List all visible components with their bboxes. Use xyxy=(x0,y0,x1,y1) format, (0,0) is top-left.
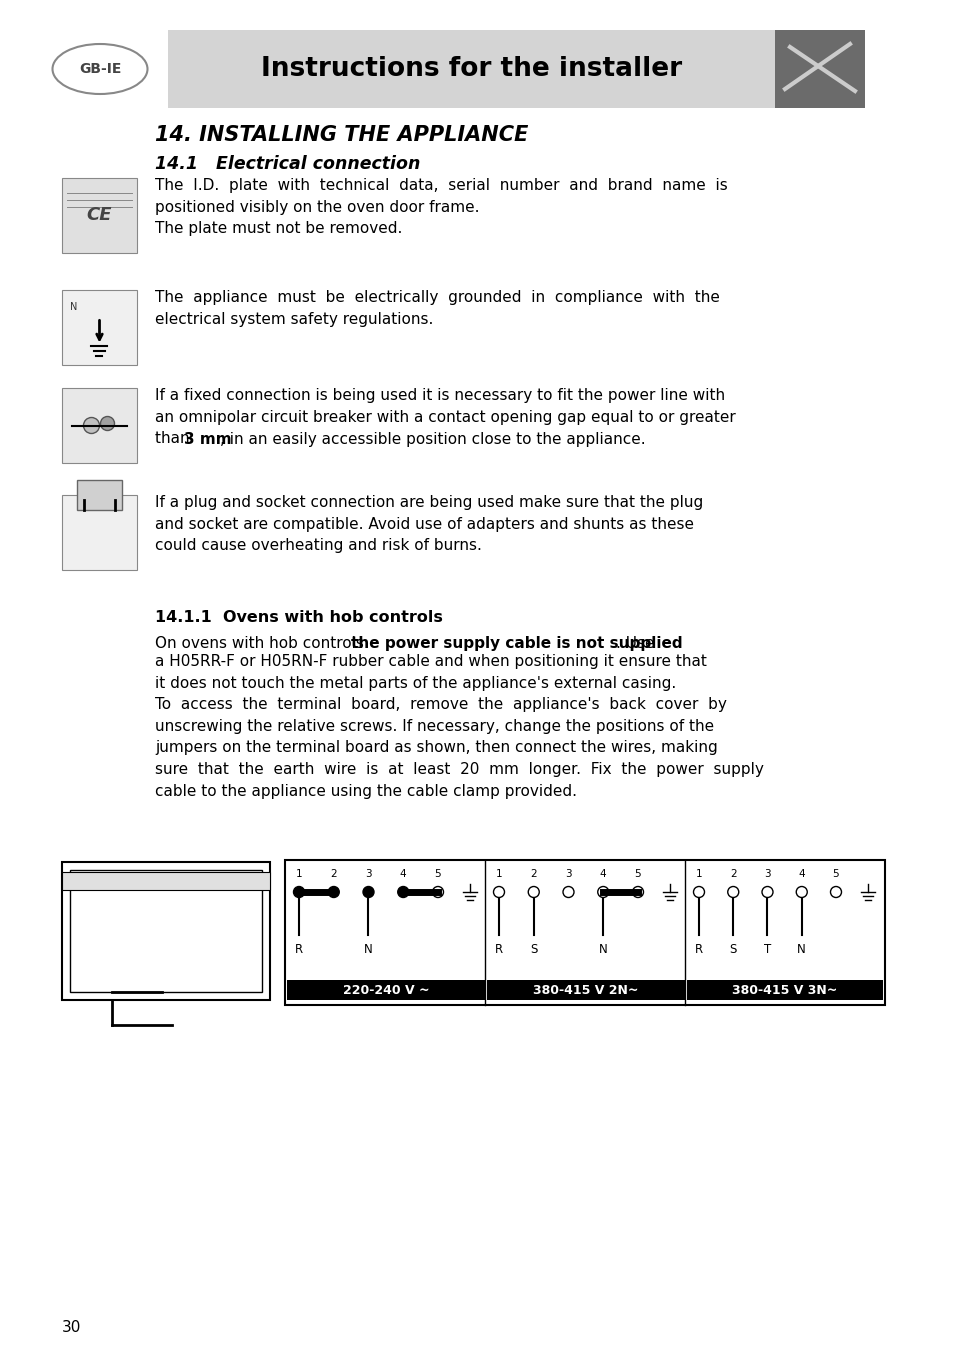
Circle shape xyxy=(632,887,643,898)
Text: S: S xyxy=(530,942,537,956)
Text: S: S xyxy=(729,942,736,956)
Text: 14.1.1  Ovens with hob controls: 14.1.1 Ovens with hob controls xyxy=(154,610,442,625)
Circle shape xyxy=(84,418,99,434)
Circle shape xyxy=(363,887,374,898)
Circle shape xyxy=(796,887,806,898)
Circle shape xyxy=(397,887,408,898)
Bar xyxy=(62,495,137,571)
Text: 3: 3 xyxy=(365,869,372,879)
Text: 1: 1 xyxy=(295,869,302,879)
Text: 380-415 V 3N~: 380-415 V 3N~ xyxy=(732,983,837,996)
Text: 1: 1 xyxy=(496,869,502,879)
Circle shape xyxy=(562,887,574,898)
Text: , in an easily accessible position close to the appliance.: , in an easily accessible position close… xyxy=(220,433,645,448)
Text: 3 mm: 3 mm xyxy=(184,433,232,448)
Text: N: N xyxy=(70,301,77,312)
Bar xyxy=(62,872,270,890)
Bar xyxy=(62,289,137,365)
Text: 30: 30 xyxy=(62,1320,81,1334)
Text: 14.1   Electrical connection: 14.1 Electrical connection xyxy=(154,155,420,173)
Text: 380-415 V 2N~: 380-415 V 2N~ xyxy=(533,983,639,996)
Text: R: R xyxy=(694,942,702,956)
Circle shape xyxy=(294,887,304,898)
Bar xyxy=(62,388,137,462)
Bar xyxy=(62,863,270,1000)
Text: 3: 3 xyxy=(763,869,770,879)
Circle shape xyxy=(493,887,504,898)
Text: R: R xyxy=(294,942,303,956)
Text: If a fixed connection is being used it is necessary to fit the power line with
a: If a fixed connection is being used it i… xyxy=(154,388,735,446)
Bar xyxy=(486,980,684,1000)
Circle shape xyxy=(830,887,841,898)
Text: 3: 3 xyxy=(564,869,571,879)
Text: 2: 2 xyxy=(530,869,537,879)
Bar xyxy=(70,869,262,992)
Bar xyxy=(686,980,882,1000)
Circle shape xyxy=(761,887,772,898)
Text: 2: 2 xyxy=(330,869,336,879)
Bar xyxy=(287,980,484,1000)
Bar xyxy=(77,480,122,510)
Text: Instructions for the installer: Instructions for the installer xyxy=(261,55,681,82)
Text: R: R xyxy=(495,942,502,956)
Bar xyxy=(62,178,137,253)
Text: 14. INSTALLING THE APPLIANCE: 14. INSTALLING THE APPLIANCE xyxy=(154,124,528,145)
Text: 5: 5 xyxy=(832,869,839,879)
Text: If a plug and socket connection are being used make sure that the plug
and socke: If a plug and socket connection are bein… xyxy=(154,495,702,553)
Text: 1: 1 xyxy=(695,869,701,879)
Text: The  appliance  must  be  electrically  grounded  in  compliance  with  the
elec: The appliance must be electrically groun… xyxy=(154,289,720,327)
Text: 4: 4 xyxy=(399,869,406,879)
Circle shape xyxy=(432,887,443,898)
Text: a H05RR-F or H05RN-F rubber cable and when positioning it ensure that
it does no: a H05RR-F or H05RN-F rubber cable and wh… xyxy=(154,654,763,799)
Circle shape xyxy=(528,887,538,898)
Bar xyxy=(168,30,774,108)
Text: T: T xyxy=(763,942,770,956)
Bar xyxy=(774,30,864,108)
Circle shape xyxy=(100,416,114,430)
Circle shape xyxy=(598,887,608,898)
Circle shape xyxy=(693,887,703,898)
Circle shape xyxy=(727,887,738,898)
Circle shape xyxy=(328,887,339,898)
Text: GB-IE: GB-IE xyxy=(79,62,121,76)
Text: N: N xyxy=(364,942,373,956)
Text: 220-240 V ~: 220-240 V ~ xyxy=(342,983,429,996)
Text: On ovens with hob controls: On ovens with hob controls xyxy=(154,635,369,652)
Ellipse shape xyxy=(52,45,148,95)
Text: 5: 5 xyxy=(435,869,441,879)
Text: 4: 4 xyxy=(599,869,606,879)
Text: CE: CE xyxy=(87,207,112,224)
Text: 5: 5 xyxy=(634,869,640,879)
Bar xyxy=(285,860,884,1005)
Text: . Use: . Use xyxy=(616,635,654,652)
Text: N: N xyxy=(598,942,607,956)
Text: the power supply cable is not supplied: the power supply cable is not supplied xyxy=(351,635,682,652)
Text: 4: 4 xyxy=(798,869,804,879)
Text: N: N xyxy=(797,942,805,956)
Text: 2: 2 xyxy=(729,869,736,879)
Text: The  I.D.  plate  with  technical  data,  serial  number  and  brand  name  is
p: The I.D. plate with technical data, seri… xyxy=(154,178,727,237)
